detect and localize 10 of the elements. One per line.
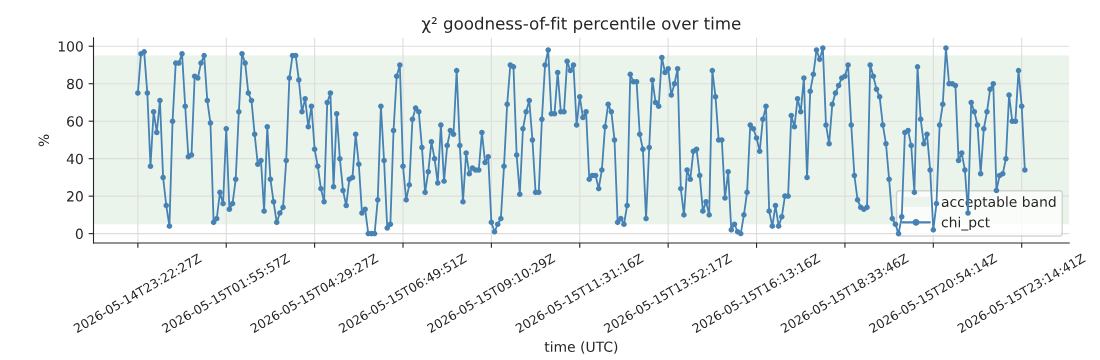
chart-title: χ² goodness-of-fit percentile over time [421,16,741,33]
y-tick-label: 60 [67,116,83,127]
y-tick-label: 80 [67,78,83,90]
y-axis-title: % [38,134,50,147]
y-tick-label: 40 [66,153,83,165]
y-tick-label: 20 [67,191,83,202]
x-axis-title: time (UTC) [544,341,618,354]
legend-label: chi_pct [941,216,990,231]
y-tick-label: 0 [75,228,83,240]
y-tick-label: 100 [58,41,83,52]
